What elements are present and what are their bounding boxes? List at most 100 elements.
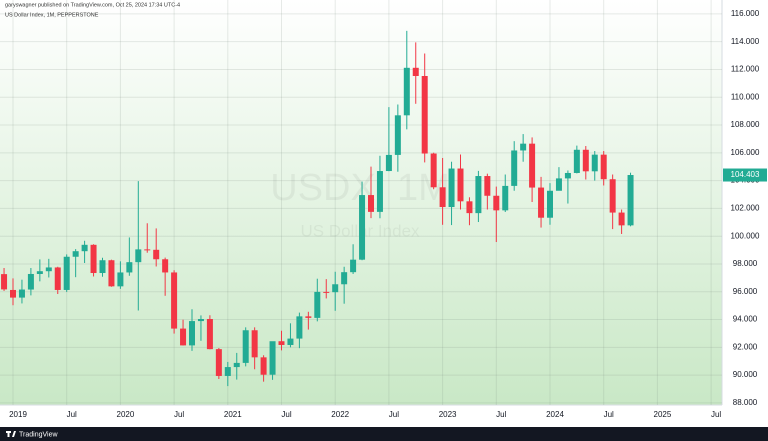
candle-body <box>502 185 509 211</box>
candle-body <box>609 179 616 213</box>
y-tick-label: 88.000 <box>733 398 758 407</box>
candle-body <box>18 289 25 298</box>
x-tick-label: 2022 <box>331 410 349 419</box>
candle-body <box>233 362 240 368</box>
x-tick-label: 2023 <box>439 410 457 419</box>
y-tick-label: 116.000 <box>731 9 760 18</box>
candle-body <box>81 244 88 252</box>
candle-body <box>269 341 276 375</box>
candle-body <box>412 67 419 76</box>
candle-body <box>99 260 106 274</box>
y-tick-label: 98.000 <box>733 259 758 268</box>
candle-body <box>538 187 545 218</box>
candle-body <box>323 291 330 293</box>
candle-body <box>206 318 213 350</box>
candle-body <box>600 154 607 180</box>
candle-body <box>135 249 142 263</box>
candle-body <box>278 341 285 345</box>
x-tick-label: Jul <box>174 410 184 419</box>
candle-body <box>10 289 16 298</box>
brand: TradingView <box>19 431 58 438</box>
x-tick-label: Jul <box>496 410 506 419</box>
candle-body <box>36 271 43 274</box>
candle-body <box>108 260 115 287</box>
last-price-box <box>723 168 767 182</box>
candle-body <box>394 115 401 155</box>
candle-body <box>430 153 437 188</box>
candle-body <box>368 195 374 212</box>
x-tick-label: Jul <box>389 410 399 419</box>
candle-body <box>547 190 553 218</box>
candle-body <box>466 201 473 214</box>
y-tick-label: 102.000 <box>731 204 760 213</box>
candle-body <box>591 154 598 172</box>
candle-body <box>54 267 61 290</box>
candle-body <box>215 349 222 376</box>
brand-logo <box>6 431 16 437</box>
candle-body <box>287 338 294 345</box>
candle-body <box>242 330 249 363</box>
x-tick-label: 2025 <box>654 410 672 419</box>
x-tick-label: Jul <box>67 410 77 419</box>
candle-body <box>484 176 491 196</box>
candle-body <box>224 367 231 376</box>
candle-body <box>376 171 383 212</box>
time-axis <box>0 405 722 427</box>
y-tick-label: 114.000 <box>731 37 760 46</box>
candle-body <box>359 195 366 260</box>
candle-body <box>189 321 195 346</box>
y-tick-label: 112.000 <box>731 65 760 74</box>
y-tick-label: 106.000 <box>731 148 760 157</box>
candle-body <box>457 168 464 202</box>
y-tick-label: 90.000 <box>733 370 758 379</box>
y-tick-label: 110.000 <box>731 92 760 101</box>
candle-body <box>260 357 267 375</box>
candle-body <box>72 251 79 257</box>
last-price-label: 104.403 <box>731 170 760 179</box>
candle-body <box>475 176 482 214</box>
candle-body <box>350 259 357 273</box>
candle-body <box>341 272 348 285</box>
candle-body <box>582 149 589 172</box>
x-tick-label: Jul <box>281 410 291 419</box>
candle-body <box>627 175 634 226</box>
candle-body <box>27 273 34 290</box>
candle-body <box>564 172 571 179</box>
x-tick-label: 2019 <box>9 410 27 419</box>
candle-body <box>117 272 124 287</box>
y-tick-label: 94.000 <box>733 315 758 324</box>
candle-body <box>90 244 97 274</box>
footer <box>0 427 768 441</box>
candle-body <box>162 259 169 273</box>
x-tick-label: 2024 <box>546 410 564 419</box>
candle-body <box>180 328 187 346</box>
price-axis <box>722 0 768 427</box>
candle-body <box>63 256 70 290</box>
candle-body <box>511 150 518 186</box>
candle-body <box>332 284 339 293</box>
candle-body <box>1 274 8 290</box>
candle-body <box>305 316 312 318</box>
x-tick-label: Jul <box>604 410 614 419</box>
y-tick-label: 100.000 <box>731 231 760 240</box>
candle-body <box>493 195 500 211</box>
candle-body <box>45 267 52 272</box>
candle-body <box>448 168 455 208</box>
candle-body <box>555 178 562 191</box>
candle-body <box>403 67 410 116</box>
candle-body <box>618 212 625 226</box>
chart-title: US Dollar Index, 1M, PEPPERSTONE <box>5 12 99 18</box>
candle-body <box>153 249 160 260</box>
candle-body <box>171 272 178 329</box>
x-tick-label: Jul <box>711 410 721 419</box>
candle-body <box>421 75 428 154</box>
publisher: garyswagner published on TradingView.com… <box>5 2 180 8</box>
x-tick-label: 2021 <box>224 410 242 419</box>
candle-body <box>520 143 527 151</box>
candle-body <box>144 249 151 251</box>
y-tick-label: 96.000 <box>733 287 758 296</box>
candle-body <box>529 143 536 188</box>
candle-body <box>296 316 303 339</box>
candle-body <box>439 187 446 208</box>
